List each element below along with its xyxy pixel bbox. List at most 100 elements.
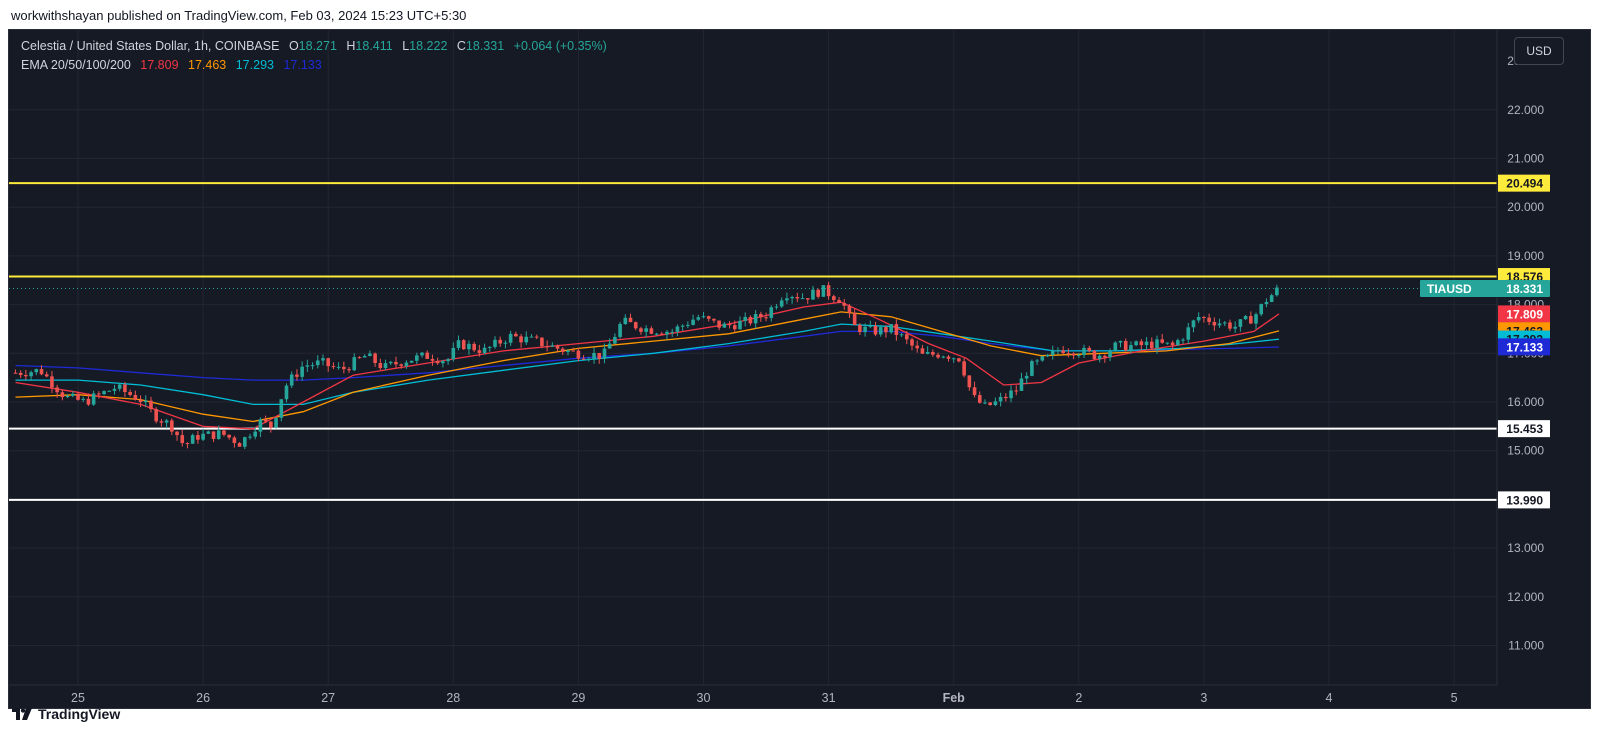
time-axis: 25 26 27 28 29 30 31 Feb 2 3 4 5 — [9, 684, 1497, 705]
candle-down — [540, 337, 544, 347]
candle-up — [1259, 304, 1264, 315]
candle-up — [983, 402, 987, 404]
candle-down — [1228, 322, 1232, 329]
candle-down — [727, 323, 732, 326]
candle-up — [404, 362, 409, 366]
candle-up — [800, 298, 805, 300]
candle-up — [65, 395, 70, 398]
candle-up — [889, 324, 893, 333]
candle-down — [50, 376, 54, 388]
candle-up — [300, 366, 304, 377]
candle-down — [39, 369, 44, 375]
candle-up — [1056, 350, 1060, 352]
candle-up — [91, 393, 96, 405]
x-tick-label: 5 — [1451, 691, 1458, 705]
candle-down — [717, 320, 721, 328]
candle-up — [1238, 319, 1243, 327]
candle-down — [712, 318, 716, 321]
candle-up — [143, 400, 148, 403]
candle-down — [44, 374, 49, 377]
candle-down — [732, 325, 737, 330]
candle-down — [1202, 316, 1206, 318]
last-price-value: 18.331 — [1506, 282, 1543, 296]
candle-up — [81, 398, 86, 400]
candle-down — [399, 364, 403, 366]
low-label: L — [402, 39, 410, 53]
candle-down — [706, 316, 711, 319]
candle-down — [123, 384, 127, 393]
high-value: 18.411 — [355, 39, 393, 53]
y-tick-label: 12.000 — [1507, 590, 1544, 604]
candle-down — [915, 345, 920, 349]
ema-label: EMA 20/50/100/200 — [21, 58, 131, 72]
candle-down — [1087, 347, 1092, 351]
candle-down — [342, 366, 346, 370]
open-value: 18.271 — [298, 39, 337, 53]
level-label-bg — [1498, 491, 1550, 509]
candle-up — [998, 396, 1003, 402]
candle-up — [1113, 342, 1118, 351]
level-label-bg — [1498, 420, 1550, 438]
candle-up — [315, 360, 320, 366]
candle-down — [211, 431, 216, 439]
ema200-line — [15, 330, 1280, 381]
ema20-label: 17.809 — [1506, 307, 1543, 321]
ema-legend[interactable]: EMA 20/50/100/200 17.809 17.463 17.293 1… — [21, 58, 322, 72]
candle-up — [1264, 301, 1269, 305]
ema20-line — [15, 301, 1280, 430]
candle-up — [665, 331, 669, 335]
candle-up — [1024, 375, 1029, 379]
candle-down — [946, 356, 951, 359]
candle-down — [378, 363, 383, 369]
candle-up — [607, 343, 612, 349]
candle-down — [170, 420, 174, 432]
candle-up — [206, 431, 211, 434]
candle-down — [988, 402, 992, 406]
candle-up — [1155, 339, 1159, 349]
x-tick-label: 2 — [1075, 691, 1082, 705]
candle-up — [1129, 345, 1133, 351]
high-label: H — [346, 39, 356, 53]
candle-up — [1196, 316, 1201, 321]
ema50-value: 17.463 — [188, 58, 227, 72]
chart-panel[interactable]: 11.00012.00013.00014.00015.00016.00017.0… — [8, 29, 1591, 709]
candle-down — [931, 351, 935, 355]
candle-up — [1045, 354, 1050, 357]
candle-down — [435, 360, 440, 364]
candle-down — [326, 358, 330, 367]
ema20-label-bg — [1498, 305, 1550, 323]
candle-down — [227, 434, 231, 438]
candle-down — [597, 352, 602, 359]
candle-down — [430, 358, 435, 361]
candle-down — [159, 421, 164, 423]
candle-down — [977, 395, 982, 403]
candle-up — [1050, 350, 1055, 355]
price-chart[interactable]: 11.00012.00013.00014.00015.00016.00017.0… — [9, 30, 1591, 709]
candle-down — [128, 392, 132, 396]
candle-down — [1004, 396, 1008, 399]
symbol-legend[interactable]: Celestia / United States Dollar, 1h, COI… — [21, 39, 607, 53]
brand-name: TradingView — [38, 706, 121, 722]
tradingview-logo[interactable]: TradingView — [12, 705, 120, 723]
candle-down — [138, 399, 143, 403]
currency-button[interactable]: USD — [1514, 37, 1564, 65]
candle-up — [1217, 323, 1222, 326]
candle-down — [1103, 355, 1107, 358]
x-tick-label: 3 — [1200, 691, 1207, 705]
candle-up — [1165, 342, 1170, 344]
candle-down — [873, 325, 878, 335]
ema200-label: 17.133 — [1506, 340, 1543, 354]
low-value: 18.222 — [409, 39, 448, 53]
x-tick-label: 29 — [571, 691, 585, 705]
candle-down — [1014, 390, 1019, 392]
candle-down — [805, 298, 810, 300]
candle-down — [222, 430, 226, 435]
candle-up — [753, 314, 758, 324]
y-tick-label: 13.000 — [1507, 541, 1544, 555]
candle-up — [1191, 320, 1196, 328]
last-price-symbol: TIAUSD — [1427, 282, 1472, 296]
candle-down — [910, 339, 914, 346]
x-tick-label: 28 — [446, 691, 460, 705]
candle-up — [1019, 378, 1024, 391]
